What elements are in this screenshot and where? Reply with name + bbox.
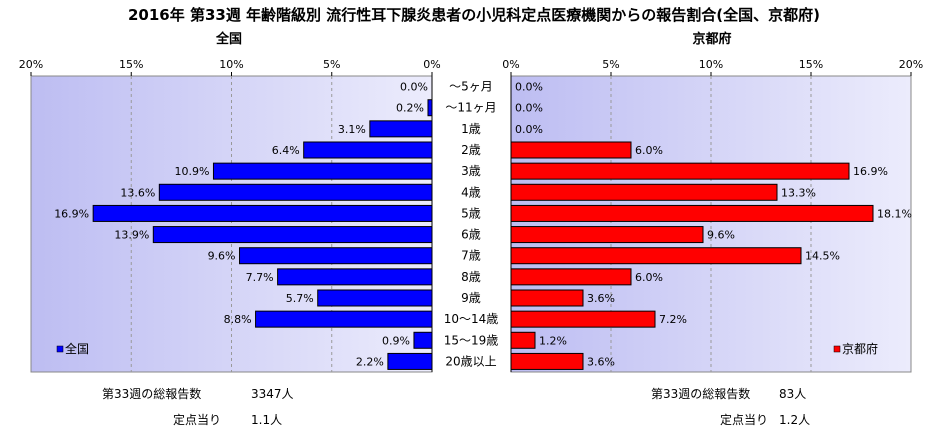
national-bar: [239, 247, 433, 265]
kyoto-bar: [510, 310, 656, 328]
national-bar: [212, 162, 433, 180]
national-bar: [158, 183, 433, 201]
national-panel-title: 全国: [215, 31, 242, 47]
kyoto-data-label: 0.0%: [515, 102, 543, 115]
national-bar: [387, 352, 433, 370]
national-per-site-value: 1.1人: [251, 413, 282, 427]
kyoto-data-label: 1.2%: [539, 334, 567, 347]
kyoto-data-label: 9.6%: [707, 229, 735, 242]
national-tick-label: 15%: [119, 58, 143, 71]
national-bar: [92, 204, 433, 222]
national-data-label: 2.2%: [356, 355, 384, 368]
kyoto-bar: [510, 141, 632, 159]
kyoto-bar: [510, 268, 632, 286]
kyoto-data-label: 18.1%: [877, 207, 912, 220]
national-bar: [152, 226, 433, 244]
national-bar: [303, 141, 433, 159]
category-label: 8歳: [461, 270, 481, 284]
national-data-label: 6.4%: [272, 144, 300, 157]
category-labels: ～5ヶ月 ～11ヶ月 1歳 2歳 3歳 4歳 5歳 6歳 7歳 8歳 9歳 10～14歳 15～19歳 2…: [444, 80, 499, 369]
national-bar: [277, 268, 433, 286]
kyoto-per-site-value: 1.2人: [779, 413, 810, 427]
national-data-label: 10.9%: [175, 165, 210, 178]
national-data-label: 8.8%: [224, 313, 252, 326]
kyoto-tick-label: 15%: [799, 58, 823, 71]
national-tick-label: 20%: [19, 58, 43, 71]
national-data-label: 5.7%: [286, 292, 314, 305]
category-label: 15～19歳: [444, 333, 499, 347]
kyoto-data-label: 0.0%: [515, 123, 543, 136]
kyoto-legend-label: 京都府: [842, 341, 878, 356]
kyoto-bar: [510, 289, 584, 307]
national-tick-label: 5%: [323, 58, 340, 71]
national-data-label: 7.7%: [246, 271, 274, 284]
kyoto-legend-swatch: [833, 345, 841, 353]
national-data-label: 13.9%: [114, 229, 149, 242]
national-data-label: 3.1%: [338, 123, 366, 136]
national-data-label: 16.9%: [54, 207, 89, 220]
kyoto-bar: [510, 183, 778, 201]
category-label: 20歳以上: [445, 354, 496, 368]
category-label: 10～14歳: [444, 312, 499, 326]
national-bar: [369, 120, 433, 138]
category-label: 2歳: [461, 143, 481, 157]
kyoto-bar: [510, 352, 584, 370]
category-label: 7歳: [461, 249, 481, 263]
national-data-label: 0.0%: [400, 81, 428, 94]
kyoto-data-label: 6.0%: [635, 271, 663, 284]
national-legend-label: 全国: [65, 341, 89, 356]
kyoto-data-label: 0.0%: [515, 81, 543, 94]
national-bar: [255, 310, 433, 328]
kyoto-total-value: 83人: [779, 387, 806, 401]
kyoto-bar: [510, 162, 850, 180]
category-label: 5歳: [461, 206, 481, 220]
category-label: 3歳: [461, 164, 481, 178]
national-data-label: 0.2%: [396, 102, 424, 115]
category-label: 9歳: [461, 291, 481, 305]
national-tick-label: 10%: [219, 58, 243, 71]
national-bar: [427, 99, 433, 117]
category-label: 4歳: [461, 185, 481, 199]
kyoto-bar: [510, 226, 704, 244]
kyoto-data-label: 3.6%: [587, 292, 615, 305]
left-panel: 0% 5% 10% 15% 20% 全国 0.0% 0.2% 3.1% 6.4% 10.9% 13.6…: [19, 31, 441, 427]
kyoto-tick-label: 0%: [502, 58, 519, 71]
kyoto-per-site-label: 定点当り: [720, 412, 768, 427]
kyoto-tick-label: 10%: [699, 58, 723, 71]
chart-title: 2016年 第33週 年齢階級別 流行性耳下腺炎患者の小児科定点医療機関からの報…: [128, 6, 820, 24]
kyoto-panel-title: 京都府: [692, 31, 731, 47]
right-panel: 0% 5% 10% 15% 20% 京都府 0.0% 0.0% 0.0% 6.0% 16.9% 13.…: [502, 31, 923, 427]
national-tick-label: 0%: [423, 58, 440, 71]
national-total-value: 3347人: [251, 387, 294, 401]
kyoto-bar: [510, 204, 874, 222]
kyoto-tick-label: 20%: [899, 58, 923, 71]
kyoto-data-label: 6.0%: [635, 144, 663, 157]
category-label: ～5ヶ月: [449, 80, 493, 94]
kyoto-tick-label: 5%: [602, 58, 619, 71]
kyoto-bar: [510, 247, 802, 265]
kyoto-bar: [510, 331, 536, 349]
national-bar: [317, 289, 433, 307]
category-label: 1歳: [461, 122, 481, 136]
category-label: 6歳: [461, 228, 481, 242]
national-data-label: 9.6%: [208, 250, 236, 263]
category-label: ～11ヶ月: [445, 101, 496, 115]
national-per-site-label: 定点当り: [173, 412, 221, 427]
national-legend-swatch: [56, 345, 64, 353]
national-data-label: 13.6%: [120, 186, 155, 199]
kyoto-data-label: 13.3%: [781, 186, 816, 199]
national-data-label: 0.9%: [382, 334, 410, 347]
kyoto-data-label: 3.6%: [587, 355, 615, 368]
national-total-label: 第33週の総報告数: [102, 386, 201, 401]
national-bar: [413, 331, 433, 349]
kyoto-data-label: 14.5%: [805, 250, 840, 263]
kyoto-data-label: 16.9%: [853, 165, 888, 178]
kyoto-data-label: 7.2%: [659, 313, 687, 326]
kyoto-total-label: 第33週の総報告数: [651, 386, 750, 401]
